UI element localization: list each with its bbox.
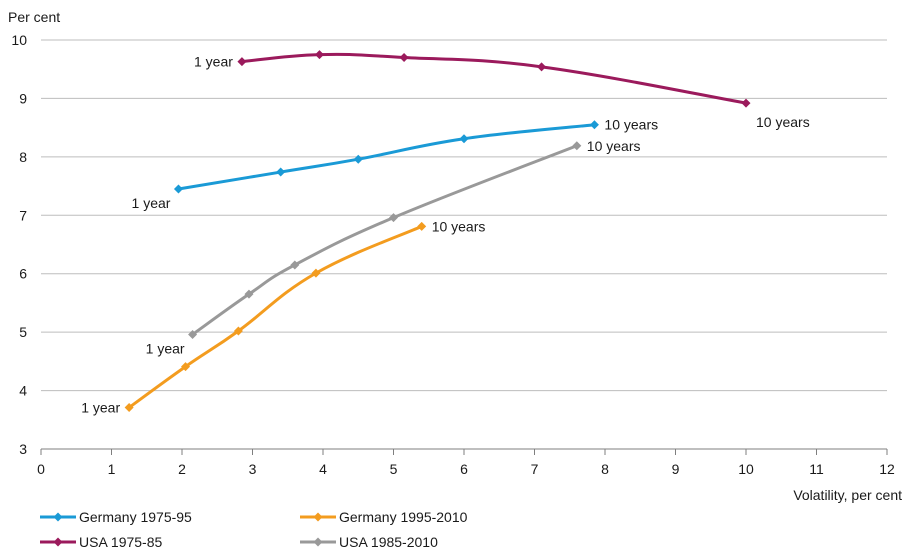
legend-item: Germany 1975-95 (40, 509, 192, 525)
y-tick-label: 8 (19, 149, 27, 165)
y-tick-label: 7 (19, 207, 27, 223)
data-point (276, 167, 286, 177)
series-line (128, 225, 423, 409)
x-tick-label: 5 (390, 461, 398, 477)
legend-item: Germany 1995-2010 (300, 509, 468, 525)
series-line (178, 123, 595, 191)
legend-item: USA 1975-85 (40, 534, 162, 550)
series-3 (188, 141, 582, 339)
data-point (572, 141, 582, 151)
y-tick-label: 3 (19, 441, 27, 457)
annotation-label: 10 years (604, 117, 658, 133)
series-line (191, 144, 578, 336)
x-tick-label: 0 (37, 461, 45, 477)
data-point (314, 50, 324, 60)
x-tick-label: 3 (249, 461, 257, 477)
y-tick-labels: 3 4 5 6 7 8 9 10 (11, 32, 27, 457)
x-tick-label: 1 (108, 461, 116, 477)
x-tick-label: 9 (672, 461, 680, 477)
legend-label: USA 1975-85 (79, 534, 162, 550)
series-1 (124, 221, 427, 413)
data-point (188, 329, 198, 339)
data-point (741, 98, 751, 108)
data-point (124, 403, 134, 413)
annotation-label: 10 years (432, 218, 486, 234)
data-point (311, 268, 321, 278)
legend-label: Germany 1995-2010 (339, 509, 468, 525)
data-point (389, 213, 398, 223)
x-axis: 0 1 2 3 4 5 6 7 8 9 10 11 12 (37, 448, 895, 477)
x-axis-label: Volatility, per cent (793, 487, 902, 503)
data-point (237, 57, 247, 67)
x-tick-label: 10 (738, 461, 754, 477)
series-line (241, 52, 747, 105)
annotation-label: 10 years (587, 138, 641, 154)
legend-swatch-marker (53, 512, 63, 522)
data-point (417, 221, 427, 231)
data-point (173, 184, 183, 194)
series-0 (173, 120, 599, 194)
y-tick-label: 4 (19, 383, 27, 399)
annotation-label: 10 years (756, 114, 810, 130)
data-point (537, 62, 547, 72)
data-point (399, 53, 409, 63)
legend: Germany 1975-95 Germany 1995-2010 USA 1975… (40, 509, 468, 550)
gridlines (41, 39, 887, 392)
x-tick-label: 12 (879, 461, 895, 477)
y-tick-label: 5 (19, 324, 27, 340)
data-point (459, 134, 469, 144)
x-tick-label: 11 (809, 461, 824, 477)
y-tick-label: 9 (19, 90, 27, 106)
x-tick-label: 2 (178, 461, 186, 477)
annotation-label: 1 year (81, 400, 120, 416)
y-tick-label: 6 (19, 266, 27, 282)
annotation-label: 1 year (146, 340, 185, 356)
x-tick-label: 8 (601, 461, 609, 477)
data-point (181, 362, 191, 372)
annotations: 1 year 10 years 1 year 10 years 1 year 10 yea… (81, 54, 810, 416)
legend-label: USA 1985-2010 (339, 534, 438, 550)
x-tick-label: 4 (319, 461, 327, 477)
data-point (290, 260, 300, 270)
data-point (589, 120, 599, 130)
data-point (244, 289, 254, 299)
legend-swatch-marker (313, 537, 323, 547)
legend-label: Germany 1975-95 (79, 509, 192, 525)
legend-item: USA 1985-2010 (300, 534, 438, 550)
series-2 (237, 50, 751, 108)
data-point (233, 326, 243, 336)
x-tick-label: 6 (460, 461, 468, 477)
legend-swatch-marker (313, 512, 323, 522)
y-tick-label: 10 (11, 32, 27, 48)
annotation-label: 1 year (194, 54, 233, 70)
y-axis-label: Per cent (8, 9, 60, 25)
x-tick-label: 7 (531, 461, 539, 477)
data-point (353, 154, 363, 164)
legend-swatch-marker (53, 537, 63, 547)
annotation-label: 1 year (132, 195, 171, 211)
series-lines (124, 50, 751, 413)
